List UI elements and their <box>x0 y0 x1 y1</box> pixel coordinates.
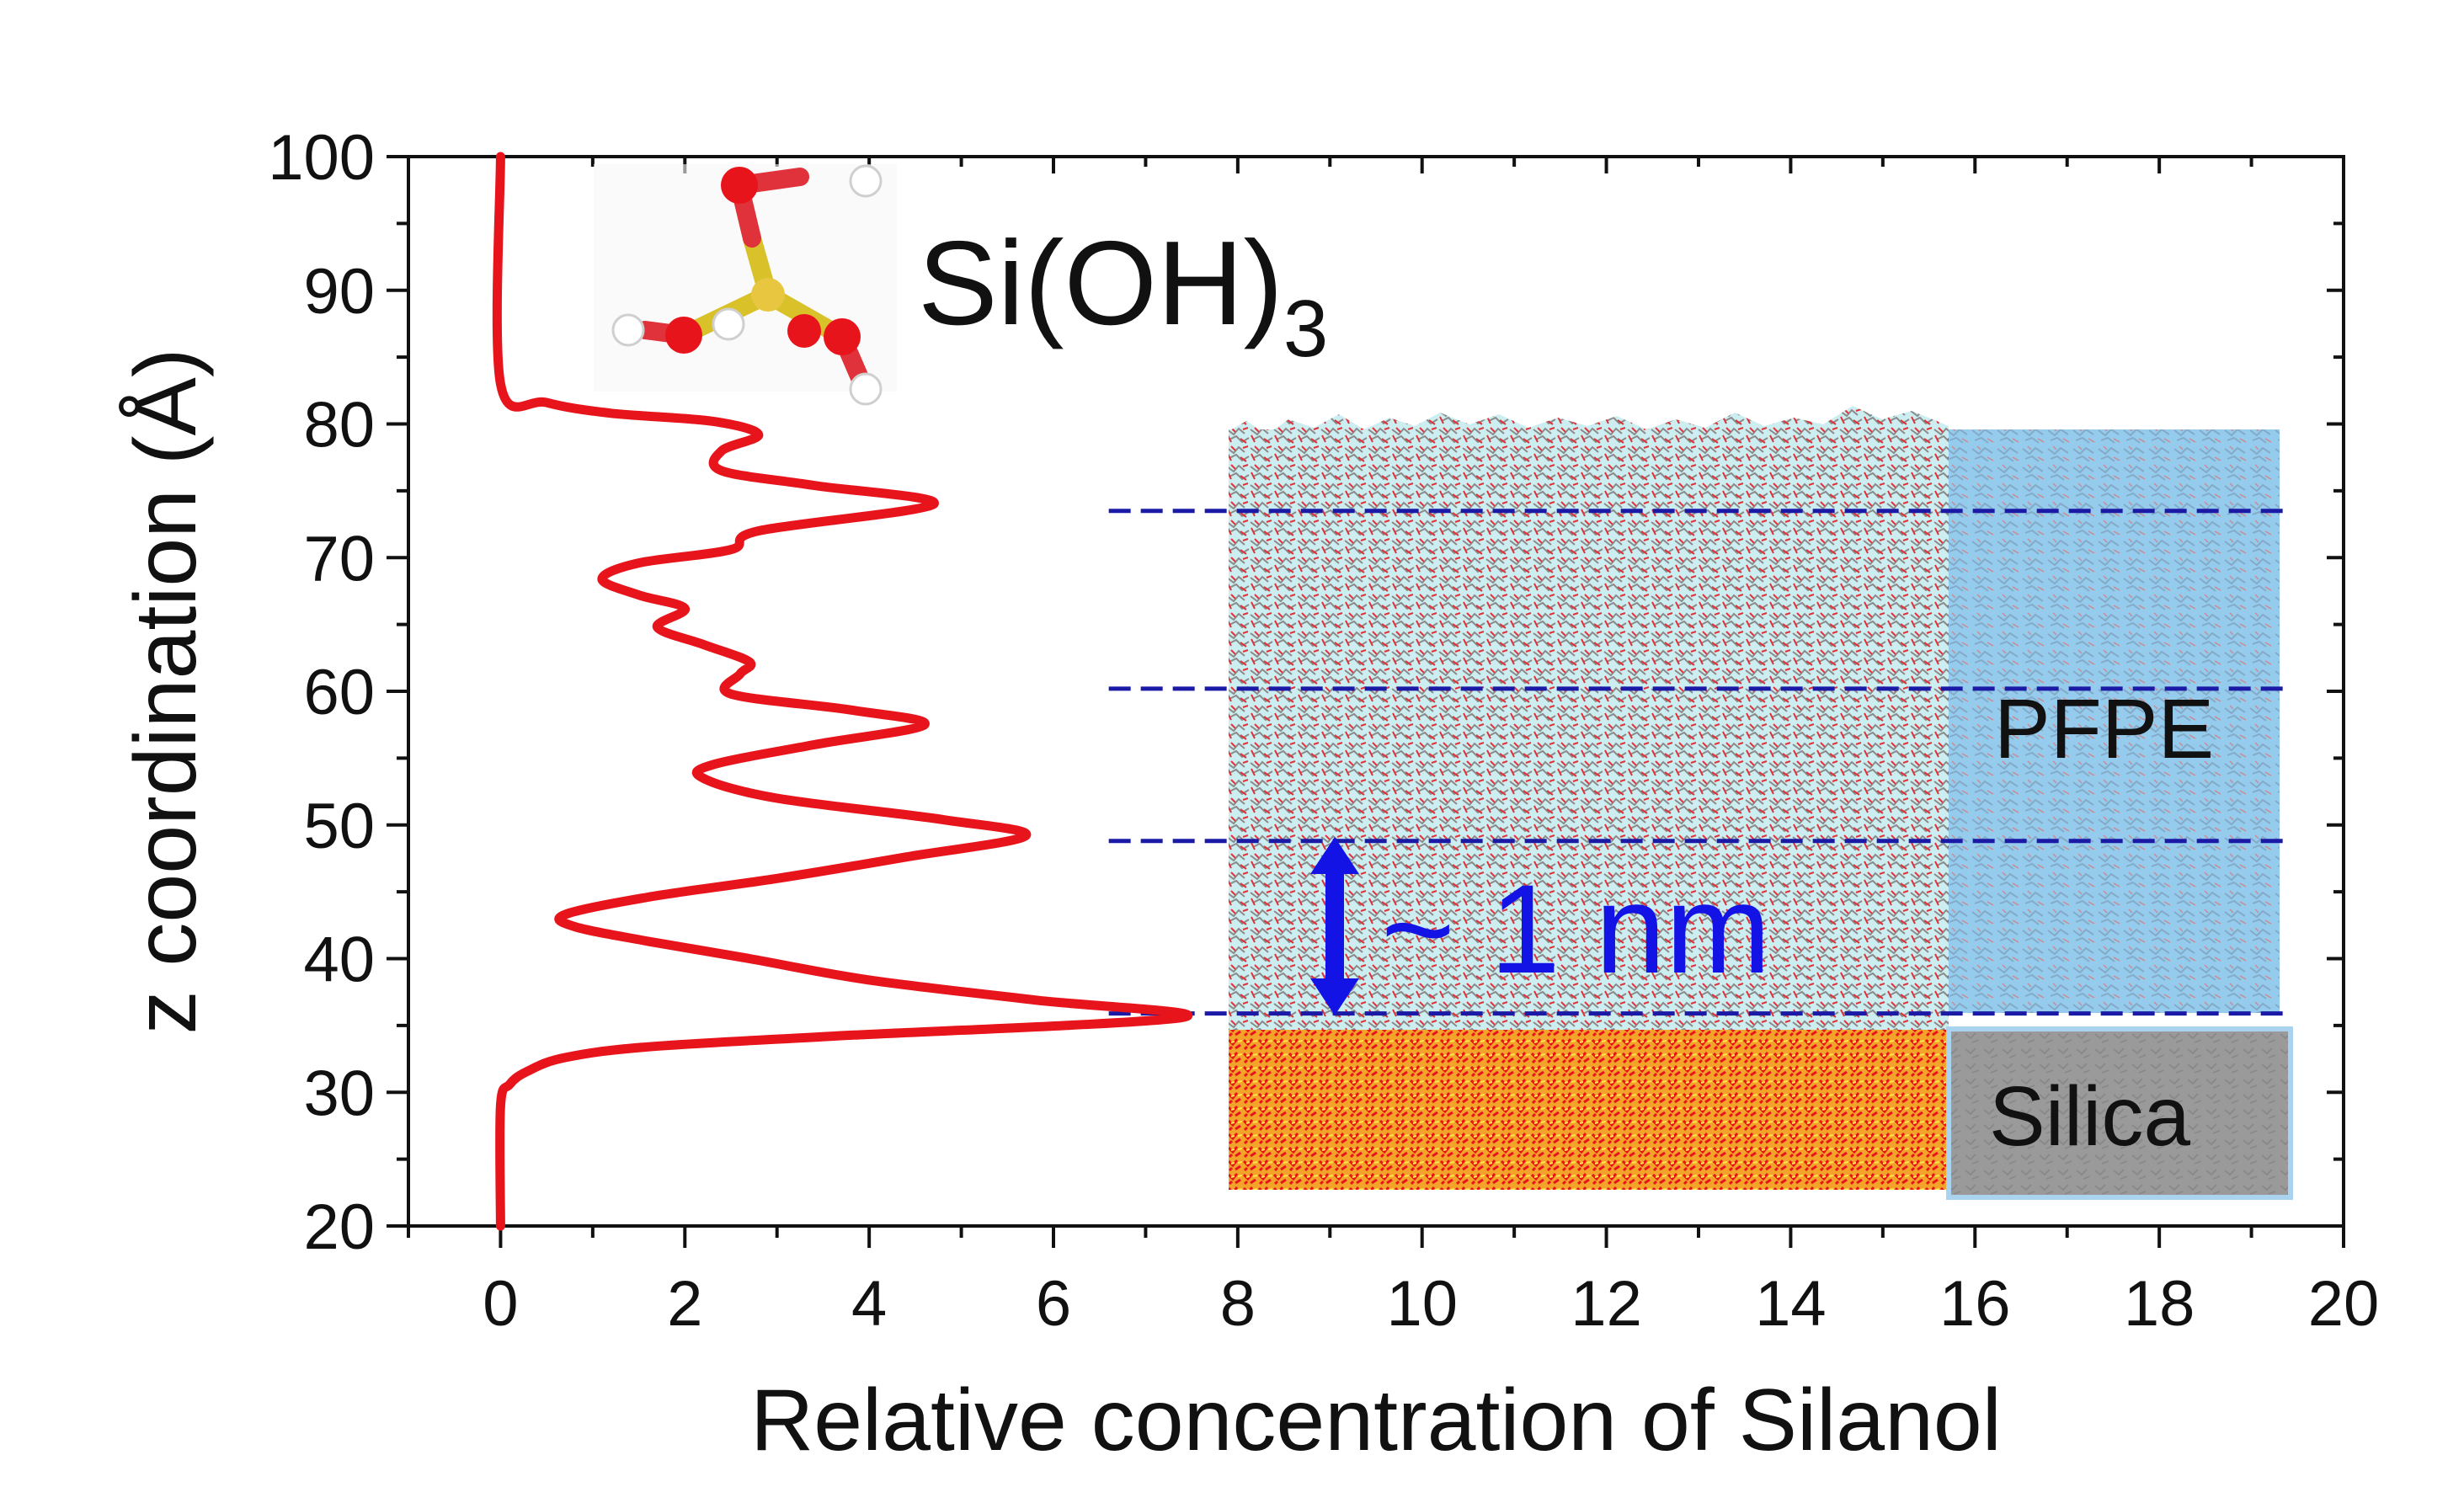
y-tick-label: 40 <box>303 925 375 996</box>
x-tick-label: 4 <box>851 1268 887 1340</box>
molecule-label: Si(OH)3 <box>918 216 1328 374</box>
silanol-profile-line <box>492 152 1193 1231</box>
thickness-arrow <box>1310 837 1359 1015</box>
x-tick-label: 18 <box>2124 1268 2195 1340</box>
y-tick-label: 50 <box>303 791 375 862</box>
x-tick-label: 20 <box>2308 1268 2380 1340</box>
x-tick-label: 8 <box>1220 1268 1256 1340</box>
y-tick-label: 90 <box>303 256 375 328</box>
pfpe-film-region <box>1229 429 1949 1030</box>
layer-boundary-lines <box>1108 509 2289 1016</box>
x-tick-label: 10 <box>1386 1268 1458 1340</box>
y-tick-label: 70 <box>303 523 375 594</box>
y-tick-label: 60 <box>303 657 375 728</box>
x-tick-label: 0 <box>483 1268 518 1340</box>
silanol-molecule-image <box>594 164 897 406</box>
simulation-snapshot <box>1229 406 2293 1200</box>
molecule-label-subscript: 3 <box>1283 284 1328 374</box>
y-tick-label: 100 <box>268 122 375 194</box>
y-axis-label: z coordination (Å) <box>117 348 215 1034</box>
silica-substrate-region <box>1229 1030 1949 1190</box>
axis-ticks <box>387 155 2345 1248</box>
y-tick-label: 80 <box>303 390 375 461</box>
y-tick-label: 20 <box>303 1191 375 1263</box>
thickness-label: ~ 1 nm <box>1381 858 1771 999</box>
x-tick-label: 12 <box>1571 1268 1642 1340</box>
film-rough-surface <box>1229 406 1949 438</box>
silica-label: Silica <box>1989 1069 2190 1164</box>
x-tick-label: 16 <box>1939 1268 2011 1340</box>
axis-tick-labels: 0 2 4 6 8 10 12 14 16 18 20 20 30 40 50 60 70 80 90 100 <box>268 122 2379 1340</box>
pfpe-region-box <box>1949 429 2280 1013</box>
x-tick-label: 6 <box>1036 1268 1071 1340</box>
x-tick-label: 2 <box>667 1268 702 1340</box>
silica-region-box <box>1946 1026 2293 1200</box>
x-axis-label: Relative concentration of Silanol <box>750 1372 2002 1469</box>
x-tick-label: 14 <box>1755 1268 1827 1340</box>
y-tick-label: 30 <box>303 1058 375 1129</box>
pfpe-label: PFPE <box>1994 682 2214 776</box>
